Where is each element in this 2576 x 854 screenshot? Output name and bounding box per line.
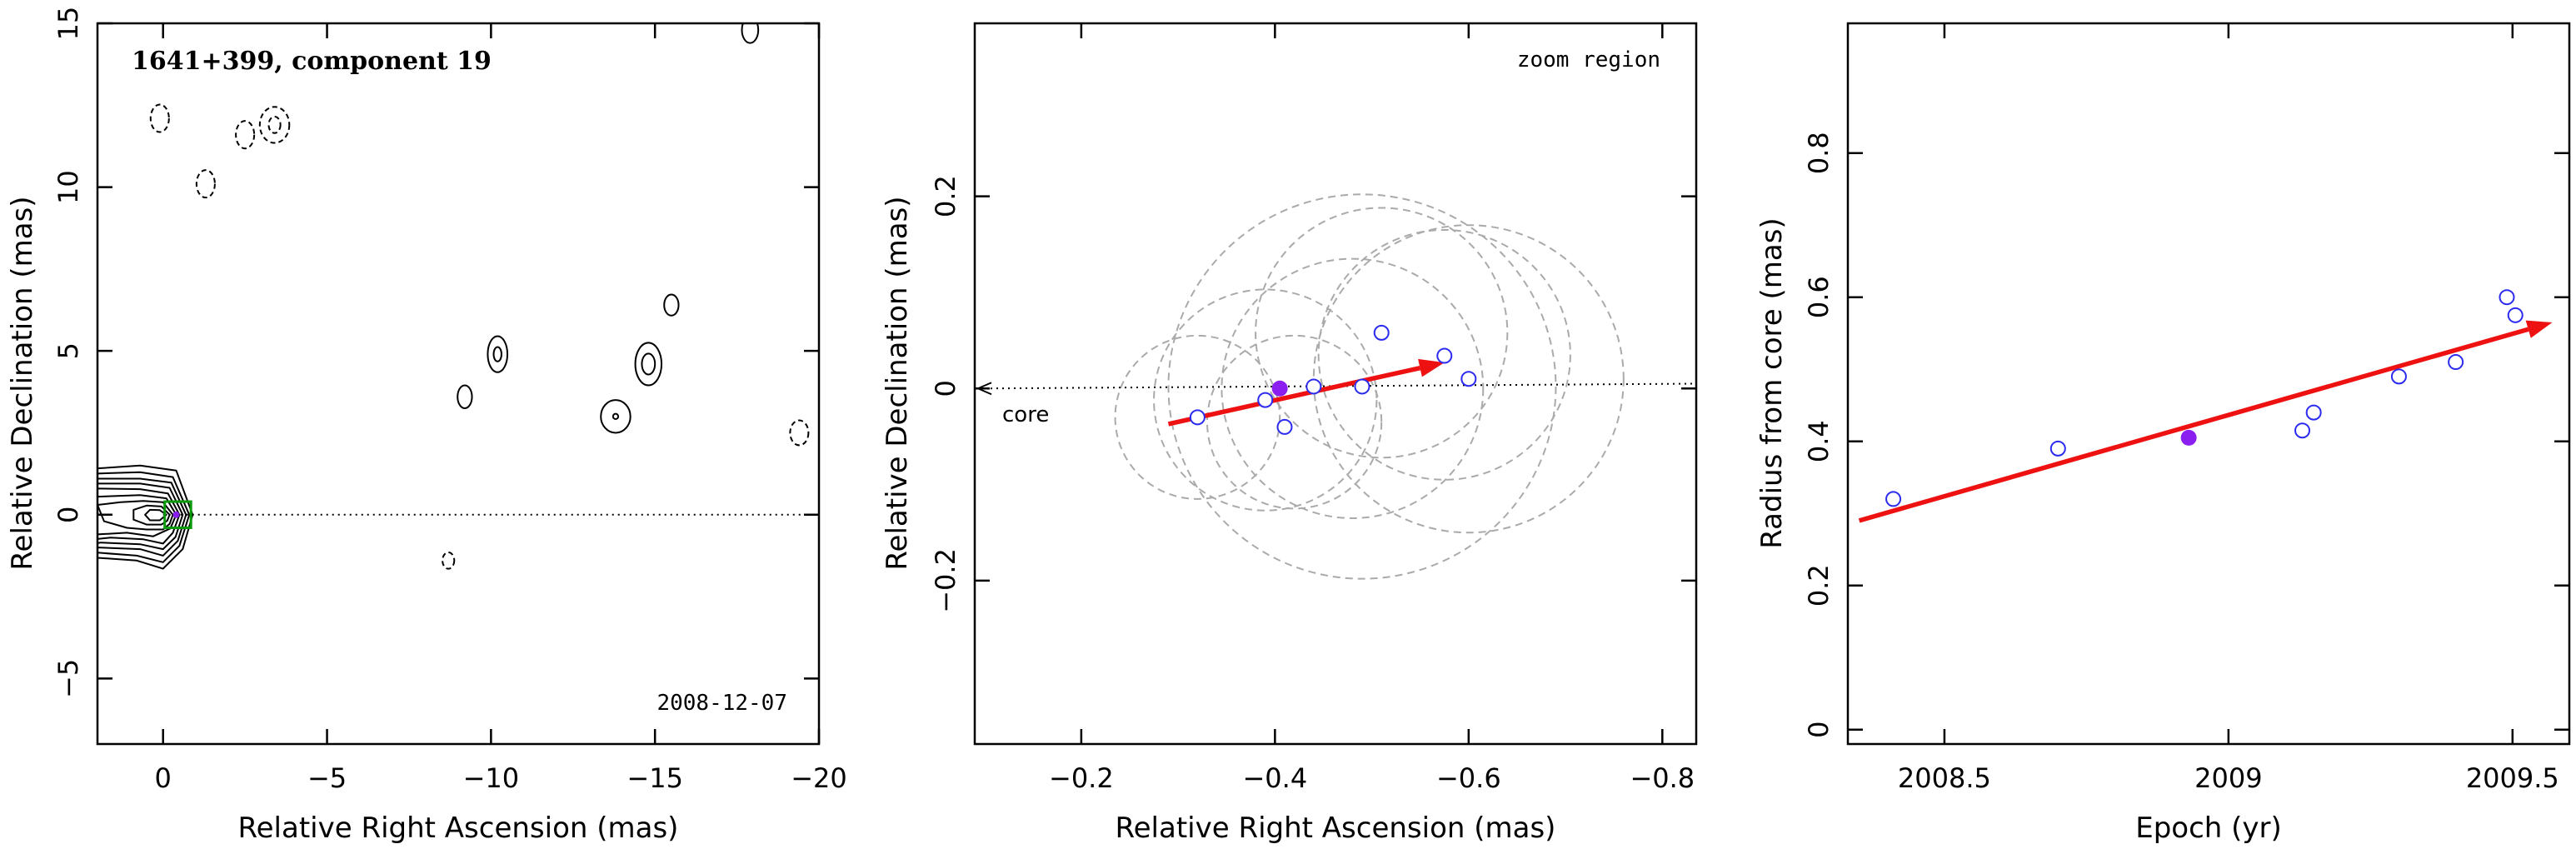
radius-epoch-y-label: Radius from core (mas) [1755, 217, 1789, 548]
zoom-region-y-tick-label: −0.2 [930, 548, 961, 613]
contour-map-ticks: 0 −5 −10 −15 −20 −5 0 5 10 15 [52, 7, 847, 794]
radius-point [2449, 355, 2463, 369]
radius-point [2051, 442, 2065, 456]
component-position-point [1437, 349, 1451, 363]
zoom-region-x-label: Relative Right Ascension (mas) [1116, 812, 1556, 845]
contour-map-x-tick-label: −20 [791, 762, 847, 794]
negative-contour [442, 552, 454, 569]
radius-epoch-panel: 2008.5 2009 2009.5 0 0.2 0.4 0.6 0.8 Epoch (yr)… [1755, 23, 2569, 845]
radius-epoch-x-label: Epoch (yr) [2135, 812, 2282, 845]
contour-map-y-tick-label: −5 [52, 659, 84, 698]
jet-knot-contour [613, 414, 618, 419]
radius-fit-arrow-head [2526, 321, 2553, 338]
contour-map-y-tick-label: 5 [52, 342, 84, 359]
zoom-region-y-tick-label: 0 [930, 380, 961, 397]
radius-epoch-y-tick-label: 0.2 [1803, 564, 1835, 607]
component-position-dot [172, 512, 179, 518]
motion-vector-arrow-shaft [1168, 368, 1420, 424]
current-epoch-point [1272, 381, 1288, 397]
negative-contour [790, 421, 808, 446]
contour-map-x-tick-label: −10 [463, 762, 520, 794]
jet-knot-contour [457, 385, 472, 408]
radius-epoch-x-tick-label: 2009 [2194, 762, 2262, 794]
contour-map-x-tick-label: 0 [155, 762, 172, 794]
contour-map-panel: 0 −5 −10 −15 −20 −5 0 5 10 15 1641+399, component… [0, 7, 847, 845]
component-position-point [1355, 379, 1369, 393]
radius-epoch-x-tick-label: 2008.5 [1898, 762, 1991, 794]
radius-fit-arrow-shaft [1860, 329, 2529, 521]
component-position-point [1461, 372, 1475, 386]
component-position-point [1375, 326, 1389, 340]
radius-point [2307, 406, 2321, 420]
contour-map-y-tick-label: 15 [52, 7, 84, 41]
radius-point [2295, 423, 2309, 437]
jet-knot-contour [487, 336, 507, 372]
zoom-region-frame [975, 23, 1696, 744]
radius-epoch-x-tick-label: 2009.5 [2466, 762, 2559, 794]
negative-contour [197, 170, 215, 197]
radius-epoch-y-tick-label: 0.4 [1803, 420, 1835, 462]
jet-knot-contour [494, 347, 502, 361]
radius-point [2509, 308, 2523, 322]
radius-epoch-ticks: 2008.5 2009 2009.5 0 0.2 0.4 0.6 0.8 [1803, 23, 2569, 794]
zoom-region-y-label: Relative Declination (mas) [881, 196, 914, 570]
zoom-region-x-tick-label: −0.6 [1436, 762, 1501, 794]
epoch-date-label: 2008-12-07 [656, 691, 787, 716]
contour-map-title: 1641+399, component 19 [132, 47, 492, 76]
jet-knot-contour [636, 342, 661, 385]
radius-epoch-frame [1848, 23, 2569, 744]
radius-epoch-y-tick-label: 0.8 [1803, 132, 1835, 174]
component-position-point [1277, 420, 1291, 434]
jet-knot-contour [741, 17, 758, 42]
zoom-region-x-tick-label: −0.8 [1630, 762, 1695, 794]
contour-map-y-tick-label: 10 [52, 170, 84, 204]
zoom-region-panel: −0.2 −0.4 −0.6 −0.8 −0.2 0 0.2 zoom region cor… [881, 23, 1696, 845]
component-position-point [1258, 393, 1272, 407]
jet-knot-contour [664, 295, 678, 316]
contour-map-x-tick-label: −15 [627, 762, 683, 794]
negative-contour [151, 105, 169, 132]
zoom-region-y-tick-label: 0.2 [930, 175, 961, 217]
current-epoch-radius-point [2181, 430, 2197, 446]
jet-knot-contour [601, 400, 630, 432]
zoom-region-x-tick-label: −0.4 [1242, 762, 1307, 794]
negative-contour [236, 121, 254, 148]
contour-map-frame [97, 23, 819, 744]
radius-epoch-y-tick-label: 0.6 [1803, 276, 1835, 318]
core-label: core [1002, 402, 1049, 427]
radius-point [2499, 290, 2514, 304]
zoom-region-x-tick-label: −0.2 [1049, 762, 1114, 794]
contour-map-y-tick-label: 0 [52, 507, 84, 523]
zoom-region-annotation: zoom region [1517, 47, 1660, 72]
negative-contour [260, 107, 289, 142]
component-position-point [1191, 410, 1205, 424]
radius-point [1886, 492, 1900, 506]
radius-epoch-y-tick-label: 0 [1803, 722, 1835, 738]
component-position-point [1306, 379, 1320, 393]
radius-point [2392, 369, 2406, 383]
contour-map-plot-area [0, 17, 819, 573]
negative-contour [268, 117, 280, 133]
jet-knot-contour [642, 353, 655, 374]
zoom-region-plot-area [978, 194, 1696, 578]
radius-epoch-plot-area [1860, 290, 2553, 521]
contour-map-x-label: Relative Right Ascension (mas) [238, 812, 679, 845]
figure: 0 −5 −10 −15 −20 −5 0 5 10 15 1641+399, component… [0, 0, 2576, 854]
contour-map-x-tick-label: −5 [307, 762, 347, 794]
contour-map-y-label: Relative Declination (mas) [6, 196, 39, 570]
